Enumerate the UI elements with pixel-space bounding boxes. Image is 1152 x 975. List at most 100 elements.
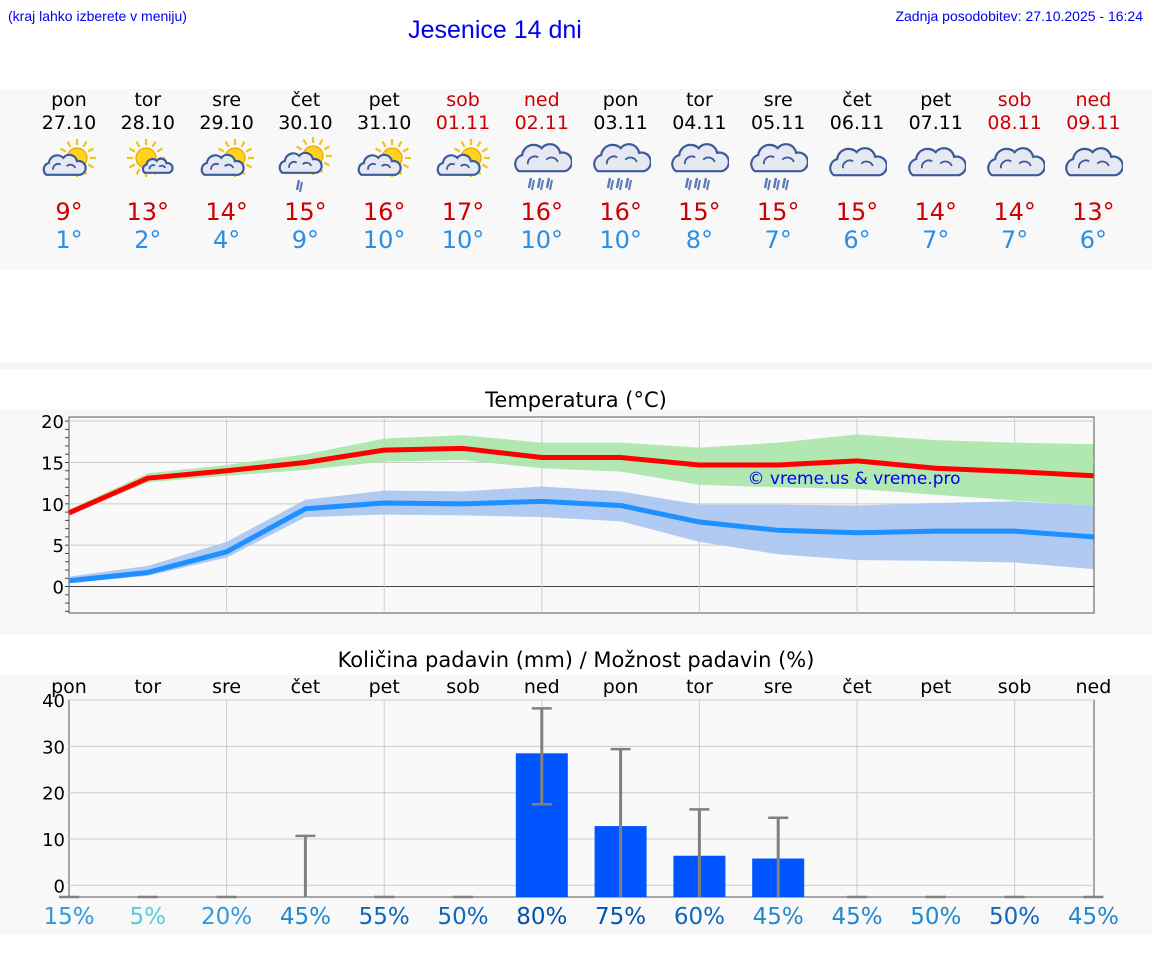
sun-cloud-icon xyxy=(200,139,254,177)
min-temperature: 4° xyxy=(212,226,241,254)
y-tick-label: 10 xyxy=(41,495,64,516)
y-tick-label: 20 xyxy=(41,412,64,433)
min-temperature: 2° xyxy=(134,226,162,254)
day-name: sre xyxy=(763,89,793,111)
precipitation-probability: 45% xyxy=(279,904,331,930)
sun-small-cloud-icon xyxy=(126,139,174,177)
day-name: pet xyxy=(920,89,952,111)
max-temperature: 14° xyxy=(914,198,958,226)
page-title: Jesenice 14 dni xyxy=(408,16,582,44)
min-temperature: 10° xyxy=(520,226,564,254)
day-name: sre xyxy=(212,89,242,111)
day-date: 03.11 xyxy=(593,112,648,134)
day-name: pon xyxy=(51,89,87,111)
precipitation-day-label: pet xyxy=(368,676,400,698)
precipitation-probability: 60% xyxy=(673,904,725,930)
day-name: tor xyxy=(134,89,162,111)
max-temperature: 13° xyxy=(126,198,170,226)
day-date: 28.10 xyxy=(120,112,175,134)
temperature-chart-title: Temperatura (°C) xyxy=(485,388,667,412)
min-temperature: 6° xyxy=(1079,226,1108,254)
day-date: 06.11 xyxy=(829,112,885,134)
day-date: 30.10 xyxy=(278,112,333,134)
precipitation-day-label: sob xyxy=(446,676,480,698)
precipitation-probability: 5% xyxy=(129,904,167,930)
min-temperature: 8° xyxy=(685,226,714,254)
max-temperature: 15° xyxy=(284,198,327,226)
max-temperature: 15° xyxy=(756,198,800,226)
cloud-rain-icon xyxy=(750,143,809,191)
day-date: 08.11 xyxy=(987,112,1042,134)
last-updated: Zadnja posodobitev: 27.10.2025 - 16:24 xyxy=(895,8,1143,24)
precipitation-day-label: sre xyxy=(212,676,242,698)
forecast-panel xyxy=(0,89,1152,270)
precipitation-probability: 45% xyxy=(1067,904,1119,930)
precipitation-probability: 80% xyxy=(516,904,568,930)
max-temperature: 17° xyxy=(441,198,485,226)
precipitation-probability: 45% xyxy=(831,904,883,930)
max-temperature: 16° xyxy=(599,198,642,226)
sun-cloud-icon xyxy=(436,139,490,177)
cloud-rain-icon xyxy=(592,143,651,191)
max-temperature: 15° xyxy=(835,198,879,226)
max-temperature-line xyxy=(67,445,1094,516)
precipitation-probability: 50% xyxy=(989,904,1041,930)
max-temperature: 14° xyxy=(993,198,1036,226)
day-date: 02.11 xyxy=(514,112,569,134)
day-date: 04.11 xyxy=(672,112,727,134)
max-temperature: 15° xyxy=(678,198,721,226)
cloud-icon xyxy=(907,147,966,177)
sun-cloud-rain-icon xyxy=(279,137,333,193)
precipitation-day-label: sob xyxy=(997,676,1032,698)
max-temperature: 14° xyxy=(205,198,248,226)
copyright-watermark: © vreme.us & vreme.pro xyxy=(747,469,960,489)
precipitation-probability: 15% xyxy=(43,904,95,930)
precipitation-day-label: čet xyxy=(842,676,872,698)
min-temperature: 6° xyxy=(843,226,871,254)
precipitation-probability: 50% xyxy=(437,904,489,930)
day-name: ned xyxy=(523,89,560,111)
y-tick-label: 0 xyxy=(54,876,65,897)
day-name: pon xyxy=(602,89,639,111)
precipitation-day-label: pon xyxy=(602,676,639,698)
sun-cloud-icon xyxy=(357,139,412,177)
cloud-rain-icon xyxy=(671,143,730,191)
day-name: čet xyxy=(290,89,321,111)
y-tick-label: 10 xyxy=(42,830,65,851)
plot-area xyxy=(68,699,1095,898)
precipitation-day-label: ned xyxy=(523,676,560,698)
precipitation-probability: 45% xyxy=(752,904,804,930)
day-name: sob xyxy=(446,89,480,111)
day-name: čet xyxy=(842,89,872,111)
cloud-rain-icon xyxy=(513,143,572,191)
precipitation-day-label: pon xyxy=(51,676,87,698)
precipitation-day-label: sre xyxy=(763,676,793,698)
min-temperature-band xyxy=(69,486,1094,584)
precipitation-day-label: tor xyxy=(685,676,713,698)
min-temperature-line xyxy=(68,498,1094,584)
y-tick-label: 20 xyxy=(42,784,65,805)
day-name: pet xyxy=(368,89,400,111)
y-tick-label: 30 xyxy=(42,737,65,758)
min-temperature: 7° xyxy=(922,226,950,254)
day-date: 31.10 xyxy=(356,112,412,134)
day-date: 01.11 xyxy=(435,112,491,134)
y-tick-label: 5 xyxy=(53,536,64,557)
min-temperature: 10° xyxy=(441,226,485,254)
precipitation-probability: 50% xyxy=(910,904,962,930)
sun-cloud-icon xyxy=(42,139,96,177)
max-temperature: 13° xyxy=(1072,198,1115,226)
precipitation-day-label: pet xyxy=(920,676,952,698)
min-temperature: 7° xyxy=(764,226,792,254)
day-date: 05.11 xyxy=(750,112,806,134)
divider xyxy=(0,363,1152,369)
day-date: 27.10 xyxy=(41,112,97,134)
day-date: 07.11 xyxy=(908,112,963,134)
precipitation-chart-title: Količina padavin (mm) / Možnost padavin … xyxy=(337,648,815,672)
max-temperature: 16° xyxy=(362,198,406,226)
day-name: ned xyxy=(1075,89,1112,111)
cloud-icon xyxy=(986,147,1045,177)
precipitation-probability: 55% xyxy=(358,904,410,930)
day-date: 09.11 xyxy=(1066,112,1121,134)
